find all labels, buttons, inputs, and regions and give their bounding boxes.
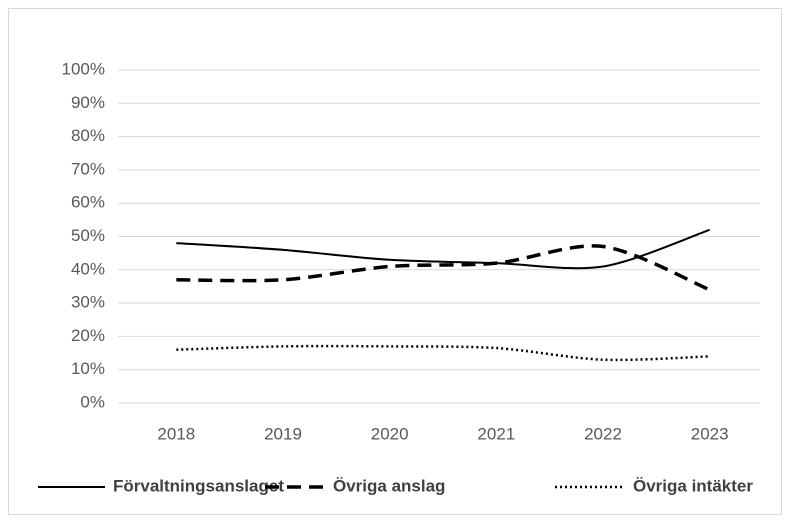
x-tick-label: 2019 [264,424,302,443]
y-tick-label: 70% [71,159,105,178]
y-tick-label: 30% [71,293,105,312]
y-tick-label: 0% [80,392,105,411]
legend-label: Övriga intäkter [633,476,753,495]
y-tick-label: 100% [62,59,105,78]
y-tick-label: 60% [71,193,105,212]
legend-label: Förvaltningsanslaget [113,476,284,495]
x-tick-label: 2018 [157,424,195,443]
series-line [176,344,710,362]
y-tick-label: 90% [71,93,105,112]
y-tick-label: 50% [71,226,105,245]
y-tick-label: 40% [71,259,105,278]
y-tick-label: 10% [71,359,105,378]
y-tick-label: 20% [71,326,105,345]
x-tick-label: 2022 [584,424,622,443]
series-line [176,244,711,292]
legend-label: Övriga anslag [333,476,445,495]
chart-frame [8,8,782,515]
x-tick-label: 2020 [371,424,409,443]
y-tick-label: 80% [71,126,105,145]
x-tick-label: 2023 [691,424,729,443]
series-line [176,228,710,270]
x-tick-label: 2021 [477,424,515,443]
